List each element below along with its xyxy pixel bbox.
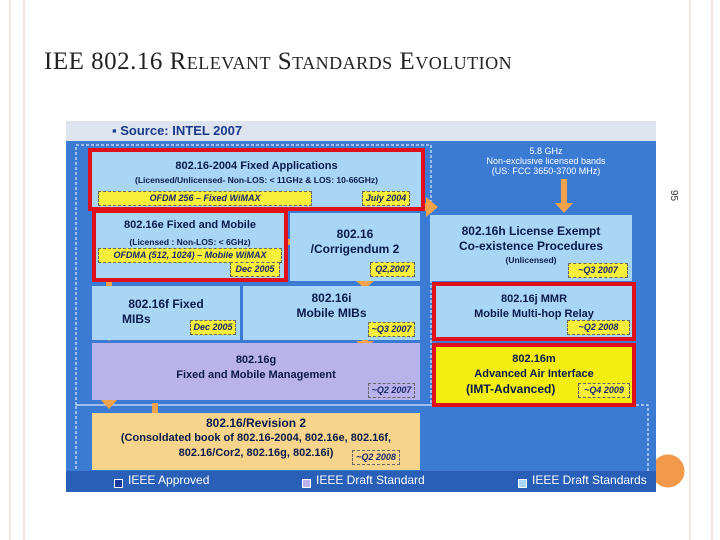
box-line: 802.16j MMR xyxy=(500,293,568,305)
date-tag: ~Q2 2008 xyxy=(567,320,630,335)
legend-label: IEEE Approved xyxy=(128,473,210,487)
page-number: 95 xyxy=(668,189,680,202)
box-line: (Licensed : Non-LOS: < 6GHz) xyxy=(129,237,251,247)
standard-box: 802.16g Fixed and Mobile Management xyxy=(92,343,420,400)
box-line: Advanced Air Interface xyxy=(474,368,594,380)
arrow xyxy=(418,197,438,217)
date-tag: ~Q2 2007 xyxy=(368,383,415,398)
box-line: 802.16/Revision 2 xyxy=(205,416,307,430)
note-line: 5.8 GHz xyxy=(529,146,563,156)
box-line: 802.16m xyxy=(512,353,556,365)
date-tag: ~Q3 2007 xyxy=(368,322,415,337)
box-line: Co-existence Procedures xyxy=(458,239,604,253)
box-line: (Unlicensed) xyxy=(505,255,557,265)
band-note: 5.8 GHz Non-exclusive licensed bands (US… xyxy=(476,146,616,176)
box-line: 802.16 xyxy=(336,227,374,241)
legend-swatch xyxy=(518,479,527,488)
standard-box: 802.16/Revision 2 (Consoldated book of 8… xyxy=(92,413,420,470)
note-line: Non-exclusive licensed bands xyxy=(486,156,606,166)
box-line: (IMT-Advanced) xyxy=(466,382,556,396)
box-line: 802.16g xyxy=(235,354,277,366)
date-tag: ~Q3 2007 xyxy=(568,263,628,278)
box-line: /Corrigendum 2 xyxy=(310,242,400,256)
box-line: Mobile MIBs xyxy=(296,306,367,320)
legend-swatch xyxy=(114,479,123,488)
date-tag: ~Q4 2009 xyxy=(578,383,630,398)
box-line: 802.16f Fixed xyxy=(128,297,204,311)
date-tag: July 2004 xyxy=(362,191,410,206)
date-tag: Q2,2007 xyxy=(370,262,415,277)
standard-box: 802.16m Advanced Air Interface (IMT-Adva… xyxy=(432,343,636,407)
tech-tag: OFDM 256 – Fixed WiMAX xyxy=(98,191,312,206)
box-line: MIBs xyxy=(122,312,151,326)
box-line: 802.16-2004 Fixed Applications xyxy=(175,160,338,172)
standard-box: 802.16h License Exempt Co-existence Proc… xyxy=(430,215,632,281)
source-bar xyxy=(66,121,656,141)
box-line: (Consoldated book of 802.16-2004, 802.16… xyxy=(120,432,392,444)
legend-swatch xyxy=(302,479,311,488)
legend-band xyxy=(66,471,656,492)
diagram: ▪ Source: INTEL 2007 5.8 GHz Non-exclusi… xyxy=(66,121,656,492)
slide-title: IEE 802.16 Relevant Standards Evolution xyxy=(44,48,513,75)
box-line: Mobile Multi-hop Relay xyxy=(474,308,594,320)
date-tag: Dec 2005 xyxy=(190,320,236,335)
legend-label: IEEE Draft Standards xyxy=(532,473,647,487)
standard-box: 802.16e Fixed and Mobile (Licensed : Non… xyxy=(92,209,288,282)
date-tag: ~Q2 2008 xyxy=(352,450,400,465)
tech-tag: OFDMA (512, 1024) – Mobile WiMAX xyxy=(98,248,282,263)
box-line: (Licensed/Unlicensed- Non-LOS: < 11GHz &… xyxy=(134,175,378,185)
box-line: Fixed and Mobile Management xyxy=(176,369,336,381)
source: ▪ Source: INTEL 2007 xyxy=(112,123,243,138)
legend-label: IEEE Draft Standard xyxy=(316,473,425,487)
date-tag: Dec 2005 xyxy=(230,262,280,277)
source-text: Source: INTEL 2007 xyxy=(120,123,243,138)
note-line: (US: FCC 3650-3700 MHz) xyxy=(491,166,601,176)
box-line: 802.16/Cor2, 802.16g, 802.16i) xyxy=(178,447,334,459)
box-line: 802.16i xyxy=(311,291,352,305)
box-line: 802.16h License Exempt xyxy=(461,224,601,238)
arrow xyxy=(555,179,573,213)
box-line: 802.16e Fixed and Mobile xyxy=(123,219,257,231)
